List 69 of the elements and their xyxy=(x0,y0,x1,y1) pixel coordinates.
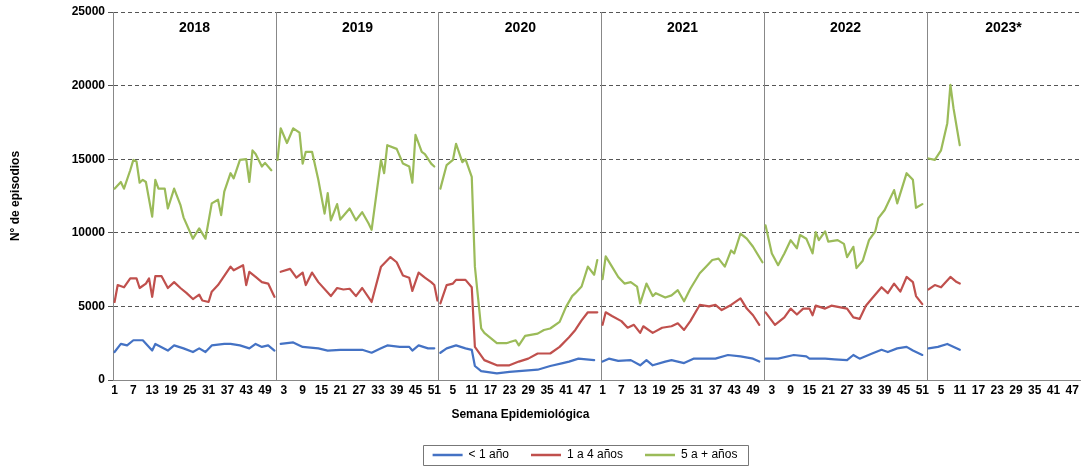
x-tick-label: 25 xyxy=(671,382,685,397)
x-tick-label: 19 xyxy=(164,382,178,397)
x-tick-label: 15 xyxy=(314,382,329,397)
x-tick-label: 21 xyxy=(821,382,836,397)
x-tick-label: 3 xyxy=(768,382,776,397)
x-tick-label: 17 xyxy=(971,382,986,397)
text: 2023* xyxy=(984,18,1022,35)
x-tick-label: 51 xyxy=(915,382,930,397)
y-tick-label: 0 xyxy=(98,372,106,387)
x-tick-label: 23 xyxy=(990,382,1004,397)
text: 2021 xyxy=(667,18,699,35)
x-tick-label: 37 xyxy=(708,382,723,397)
x-tick-label: 31 xyxy=(201,382,216,397)
x-tick-label: 27 xyxy=(840,382,854,397)
x-tick-label: 7 xyxy=(618,382,626,397)
x-axis-title: Semana Epidemiológica xyxy=(451,407,590,422)
y-tick-label: 10000 xyxy=(71,225,106,240)
x-tick-label: 47 xyxy=(577,382,592,397)
x-tick-label: 21 xyxy=(333,382,347,397)
text: 2018 xyxy=(178,18,211,35)
x-tick-label: 35 xyxy=(1027,382,1042,397)
x-tick-label: 7 xyxy=(130,382,138,397)
x-tick-label: 13 xyxy=(633,382,648,397)
x-tick-label: 37 xyxy=(220,382,235,397)
x-tick-label: 43 xyxy=(727,382,742,397)
legend-label: 5 a + años xyxy=(680,447,738,462)
x-tick-label: 33 xyxy=(370,382,385,397)
x-tick-label: 5 xyxy=(449,382,457,397)
x-tick-label: 27 xyxy=(352,382,366,397)
x-tick-label: 41 xyxy=(1046,382,1061,397)
x-tick-label: 39 xyxy=(877,382,892,397)
x-tick-label: 33 xyxy=(859,382,873,397)
y-tick-label: 25000 xyxy=(71,4,106,19)
x-tick-label: 5 xyxy=(937,382,945,397)
text: 2020 xyxy=(504,18,536,35)
x-tick-label: 49 xyxy=(258,382,273,397)
x-tick-label: 1 xyxy=(111,382,119,397)
x-tick-label: 49 xyxy=(746,382,761,397)
x-tick-label: 3 xyxy=(280,382,288,397)
y-tick-label: 20000 xyxy=(71,77,106,92)
y-tick-label: 15000 xyxy=(71,151,106,166)
x-tick-label: 41 xyxy=(558,382,573,397)
x-tick-label: 45 xyxy=(408,382,423,397)
x-tick-label: 43 xyxy=(239,382,254,397)
x-tick-label: 15 xyxy=(802,382,817,397)
text: 2022 xyxy=(829,18,862,35)
x-tick-label: 13 xyxy=(145,382,160,397)
x-tick-label: 31 xyxy=(690,382,704,397)
x-tick-label: 23 xyxy=(502,382,517,397)
x-tick-label: 9 xyxy=(299,382,307,397)
y-tick-label: 5000 xyxy=(78,298,106,313)
x-tick-label: 1 xyxy=(599,382,607,397)
x-tick-label: 39 xyxy=(389,382,404,397)
x-tick-label: 17 xyxy=(483,382,498,397)
x-tick-label: 19 xyxy=(652,382,667,397)
x-tick-label: 9 xyxy=(787,382,795,397)
x-tick-label: 51 xyxy=(427,382,442,397)
x-tick-label: 47 xyxy=(1065,382,1079,397)
x-tick-label: 11 xyxy=(465,382,479,397)
text: 2019 xyxy=(341,18,373,35)
legend-label: 1 a 4 años xyxy=(566,447,623,462)
x-tick-label: 35 xyxy=(540,382,554,397)
x-tick-label: 11 xyxy=(953,382,967,397)
x-tick-label: 29 xyxy=(521,382,535,397)
x-tick-label: 25 xyxy=(183,382,197,397)
legend-label: < 1 año xyxy=(468,447,509,462)
x-tick-label: 45 xyxy=(896,382,911,397)
x-tick-label: 29 xyxy=(1008,382,1023,397)
y-axis-title: N° de episodios xyxy=(7,150,22,242)
